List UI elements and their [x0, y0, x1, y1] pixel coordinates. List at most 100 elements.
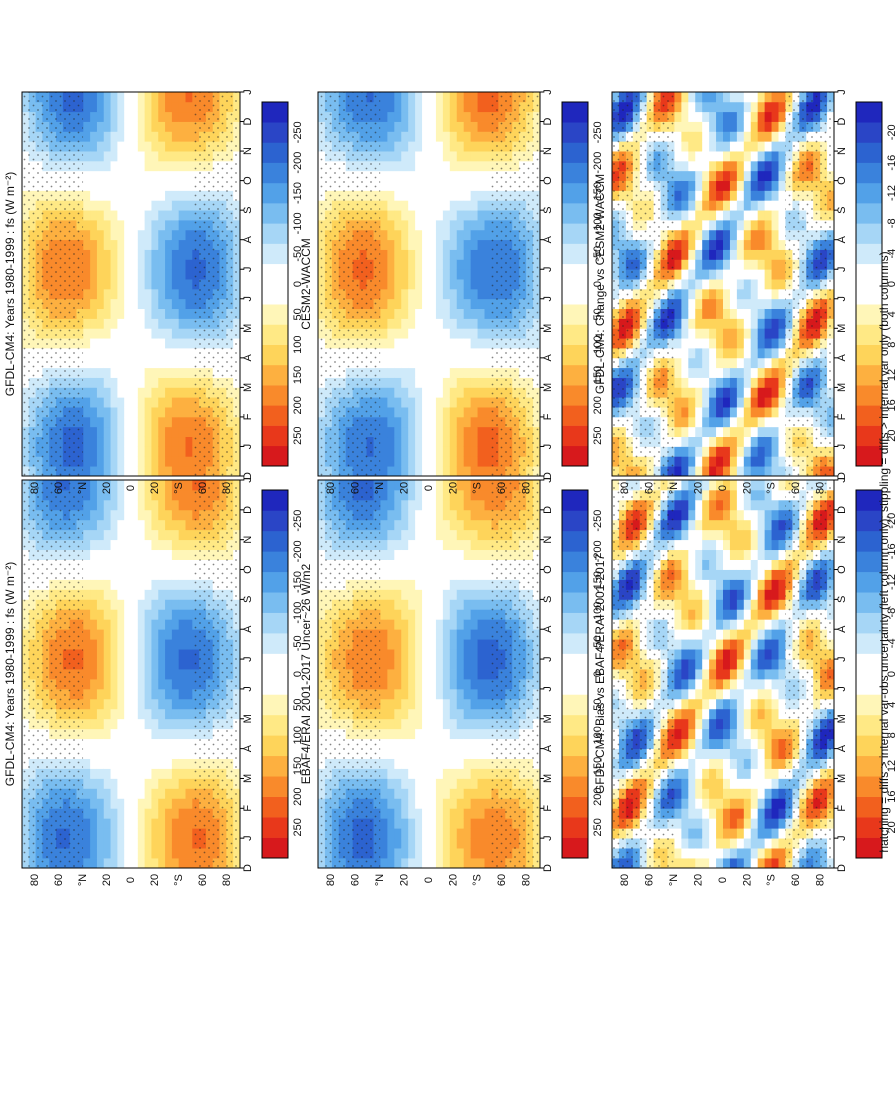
heatmap-cell	[158, 367, 166, 378]
heatmap-cell	[90, 768, 98, 779]
heatmap-cell	[171, 549, 180, 560]
heatmap-cell	[90, 838, 98, 849]
heatmap-cell	[435, 848, 444, 859]
heatmap-cell	[103, 549, 111, 560]
heatmap-cell	[688, 808, 696, 819]
heatmap-cell	[90, 387, 98, 398]
heatmap-cell	[757, 539, 766, 551]
heatmap-cell	[380, 489, 388, 501]
heatmap-cell	[171, 748, 180, 759]
heatmap-cell	[716, 649, 724, 660]
heatmap-cell	[124, 499, 132, 511]
heatmap-cell	[90, 599, 98, 610]
heatmap-cell	[96, 416, 105, 428]
heatmap-cell	[723, 549, 731, 560]
heatmap-cell	[151, 210, 159, 221]
heatmap-cell	[158, 649, 166, 660]
heatmap-cell	[435, 599, 444, 610]
heatmap-cell	[110, 357, 118, 369]
heatmap-cell	[137, 151, 146, 162]
heatmap-cell	[124, 519, 132, 531]
heatmap-cell	[131, 698, 139, 710]
heatmap-cell	[477, 480, 485, 491]
heatmap-cell	[750, 480, 759, 491]
heatmap-cell	[137, 367, 146, 378]
heatmap-cell	[778, 798, 786, 809]
heatmap-cell	[124, 239, 132, 250]
heatmap-cell	[702, 688, 710, 700]
heatmap-cell	[729, 758, 738, 769]
heatmap-cell	[422, 718, 430, 730]
heatmap-cell	[144, 619, 152, 630]
heatmap-cell	[96, 848, 105, 859]
heatmap-cell	[110, 456, 118, 467]
heatmap-cell	[484, 788, 492, 799]
heatmap-cell	[702, 629, 710, 640]
heatmap-cell	[90, 220, 98, 231]
heatmap-cell	[90, 559, 98, 570]
heatmap-cell	[750, 848, 759, 859]
heatmap-cell	[477, 778, 485, 789]
heatmap-cell	[137, 828, 146, 839]
heatmap-cell	[688, 788, 696, 799]
heatmap-cell	[750, 768, 759, 779]
heatmap-cell	[171, 367, 180, 378]
heatmap-cell	[764, 798, 772, 809]
heatmap-cell	[716, 509, 724, 521]
heatmap-cell	[151, 239, 159, 250]
heatmap-cell	[124, 649, 132, 660]
heatmap-cell	[429, 778, 437, 789]
heatmap-cell	[771, 758, 779, 769]
heatmap-cell	[178, 456, 186, 467]
heatmap-cell	[165, 649, 173, 660]
heatmap-cell	[103, 348, 111, 359]
heatmap-cell	[415, 529, 423, 541]
colorbar-segment	[562, 592, 588, 613]
heatmap-cell	[674, 708, 682, 720]
heatmap-cell	[96, 308, 105, 319]
heatmap-cell	[463, 808, 472, 819]
heatmap-cell	[83, 259, 91, 270]
heatmap-cell	[90, 298, 98, 310]
heatmap-cell	[449, 629, 458, 640]
colorbar-label: -100	[292, 602, 304, 624]
heatmap-cell	[178, 858, 186, 869]
heatmap-cell	[463, 639, 472, 650]
heatmap-cell	[151, 397, 159, 408]
colorbar-segment	[856, 612, 882, 634]
heatmap-cell	[387, 738, 395, 750]
heatmap-cell	[117, 738, 125, 750]
heatmap-cell	[736, 519, 745, 531]
heatmap-cell	[380, 649, 388, 660]
heatmap-cell	[387, 768, 395, 779]
heatmap-cell	[778, 579, 786, 590]
heatmap-cell	[702, 609, 710, 620]
heatmap-cell	[144, 456, 152, 467]
heatmap-cell	[103, 249, 111, 260]
heatmap-cell	[151, 480, 159, 491]
heatmap-cell	[757, 480, 766, 491]
latitude-tick-label: 20	[692, 874, 704, 886]
heatmap-cell	[103, 141, 111, 152]
heatmap-cell	[449, 609, 458, 620]
heatmap-cell	[83, 758, 91, 769]
heatmap-cell	[171, 338, 180, 349]
heatmap-cell	[771, 579, 779, 590]
heatmap-cell	[117, 407, 125, 418]
heatmap-cell	[422, 778, 430, 789]
heatmap-cell	[171, 758, 180, 769]
heatmap-cell	[723, 758, 731, 769]
heatmap-cell	[394, 698, 402, 710]
colorbar-label: -4	[886, 638, 895, 648]
heatmap-cell	[729, 778, 738, 789]
heatmap-cell	[124, 328, 132, 339]
heatmap-cell	[103, 768, 111, 779]
heatmap-cell	[757, 569, 766, 580]
heatmap-cell	[702, 708, 710, 720]
heatmap-cell	[764, 499, 772, 511]
heatmap-cell	[137, 818, 146, 829]
heatmap-cell	[723, 539, 731, 551]
heatmap-cell	[83, 509, 91, 521]
heatmap-cell	[401, 708, 409, 720]
heatmap-cell	[394, 688, 402, 700]
